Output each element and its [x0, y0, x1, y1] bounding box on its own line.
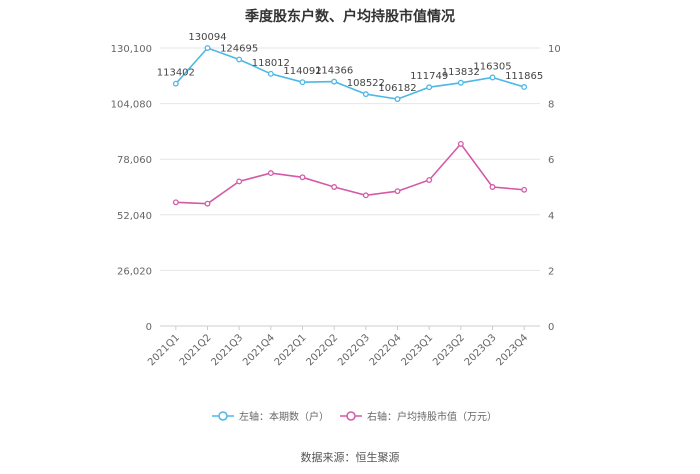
series-point [394, 188, 401, 195]
series-line [175, 47, 525, 100]
x-axis-tick-label: 2023Q4 [494, 332, 530, 368]
series-point [489, 184, 496, 190]
series-point [331, 184, 338, 190]
x-axis-tick-label: 2021Q3 [209, 332, 245, 368]
left-axis-tick-label: 0 [146, 322, 152, 333]
series-point [521, 186, 528, 193]
series-point [299, 174, 306, 181]
x-axis-tick-label: 2021Q4 [241, 332, 277, 368]
legend-label: 右轴：户均持股市值（万元） [367, 410, 497, 423]
data-label: 113832 [442, 67, 480, 78]
x-axis-tick-label: 2022Q1 [273, 332, 309, 368]
data-label: 130094 [188, 32, 226, 43]
data-label: 114092 [283, 66, 321, 77]
left-axis-tick-label: 104,080 [111, 100, 152, 111]
data-label: 113402 [157, 68, 195, 79]
series-point [236, 56, 243, 63]
series-point [426, 177, 433, 183]
series-point [267, 170, 274, 177]
chart-title: 季度股东户数、户均持股市值情况 [245, 9, 455, 25]
right-axis-tick-label: 2 [548, 266, 554, 277]
data-label: 116305 [473, 61, 511, 72]
x-axis-tick-label: 2022Q4 [368, 332, 404, 368]
series-point [172, 199, 179, 206]
left-axis-tick-label: 52,040 [117, 211, 152, 222]
series-point [489, 74, 496, 81]
series-point [204, 45, 211, 51]
series-point [394, 96, 401, 103]
legend-marker [218, 411, 228, 421]
data-label: 118012 [252, 58, 290, 69]
data-label: 108522 [347, 78, 385, 89]
left-axis-tick-label: 26,020 [117, 266, 152, 277]
series-point [362, 91, 369, 98]
x-axis-tick-label: 2022Q2 [304, 332, 340, 368]
left-axis-tick-label: 130,100 [111, 44, 152, 55]
data-label: 124695 [220, 44, 258, 55]
data-label: 111749 [410, 71, 448, 82]
data-source: 数据来源：恒生聚源 [300, 451, 400, 464]
series-point [172, 80, 179, 87]
series-point [457, 79, 464, 86]
right-axis-tick-label: 10 [548, 44, 561, 55]
legend-label: 左轴：本期数（户） [239, 410, 329, 423]
series-point [457, 140, 464, 147]
right-axis-tick-label: 0 [548, 322, 554, 333]
right-axis-tick-label: 4 [548, 211, 554, 222]
series-point [426, 84, 433, 91]
right-axis-tick-label: 8 [548, 100, 554, 111]
series-point [267, 70, 274, 77]
series-point [299, 79, 306, 86]
x-axis-tick-label: 2021Q2 [178, 332, 214, 368]
series-point [236, 178, 243, 185]
series-line [175, 142, 525, 205]
series-point [362, 192, 369, 199]
legend-marker [346, 411, 356, 421]
right-axis-tick-label: 6 [548, 155, 554, 166]
x-axis-tick-label: 2023Q1 [399, 332, 435, 368]
series-point [331, 78, 338, 85]
left-axis-tick-label: 78,060 [117, 155, 152, 166]
x-axis-tick-label: 2021Q1 [146, 332, 182, 368]
x-axis-tick-label: 2023Q3 [463, 332, 499, 368]
x-axis-tick-label: 2022Q3 [336, 332, 372, 368]
x-axis-tick-label: 2023Q2 [431, 332, 467, 368]
data-label: 111865 [505, 71, 543, 82]
series-point [204, 200, 211, 207]
data-label: 106182 [378, 83, 416, 94]
data-label: 114366 [315, 66, 353, 77]
series-point [521, 84, 528, 90]
